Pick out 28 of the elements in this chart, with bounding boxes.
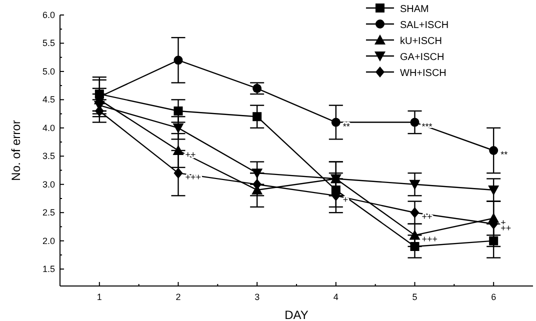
y-tick-label: 3.5 <box>42 151 55 162</box>
legend-label: SAL+ISCH <box>400 20 449 31</box>
y-tick-label: 5.0 <box>42 66 55 76</box>
y-tick-label: 4.5 <box>42 94 55 105</box>
x-tick-label: 3 <box>254 292 260 302</box>
x-tick-label: 5 <box>412 292 418 302</box>
annotation: + <box>500 217 506 228</box>
annotation: *** <box>422 121 433 132</box>
legend-label: kU+ISCH <box>400 36 442 47</box>
annotation: ** <box>500 150 508 160</box>
y-tick-label: 6.0 <box>42 10 55 20</box>
y-axis-title: No. of error <box>9 120 23 181</box>
y-tick-label: 1.5 <box>42 264 55 274</box>
annotation: ** <box>342 121 350 132</box>
x-tick-label: 6 <box>491 292 496 302</box>
legend-label: SHAM <box>400 4 429 15</box>
x-tick-label: 1 <box>96 292 102 302</box>
legend-label: WH+ISCH <box>400 68 446 79</box>
legend-label: GA+ISCH <box>400 52 444 63</box>
y-tick-label: 5.5 <box>42 38 55 48</box>
y-tick-label: 2.0 <box>42 236 55 246</box>
x-tick-label: 4 <box>333 292 338 302</box>
annotation: +++ <box>422 234 438 244</box>
y-tick-label: 3.0 <box>42 179 55 190</box>
x-axis-title: DAY <box>284 308 308 321</box>
y-tick-label: 4.0 <box>42 122 55 133</box>
y-tick-label: 2.5 <box>42 208 55 218</box>
x-tick-label: 2 <box>176 292 181 302</box>
